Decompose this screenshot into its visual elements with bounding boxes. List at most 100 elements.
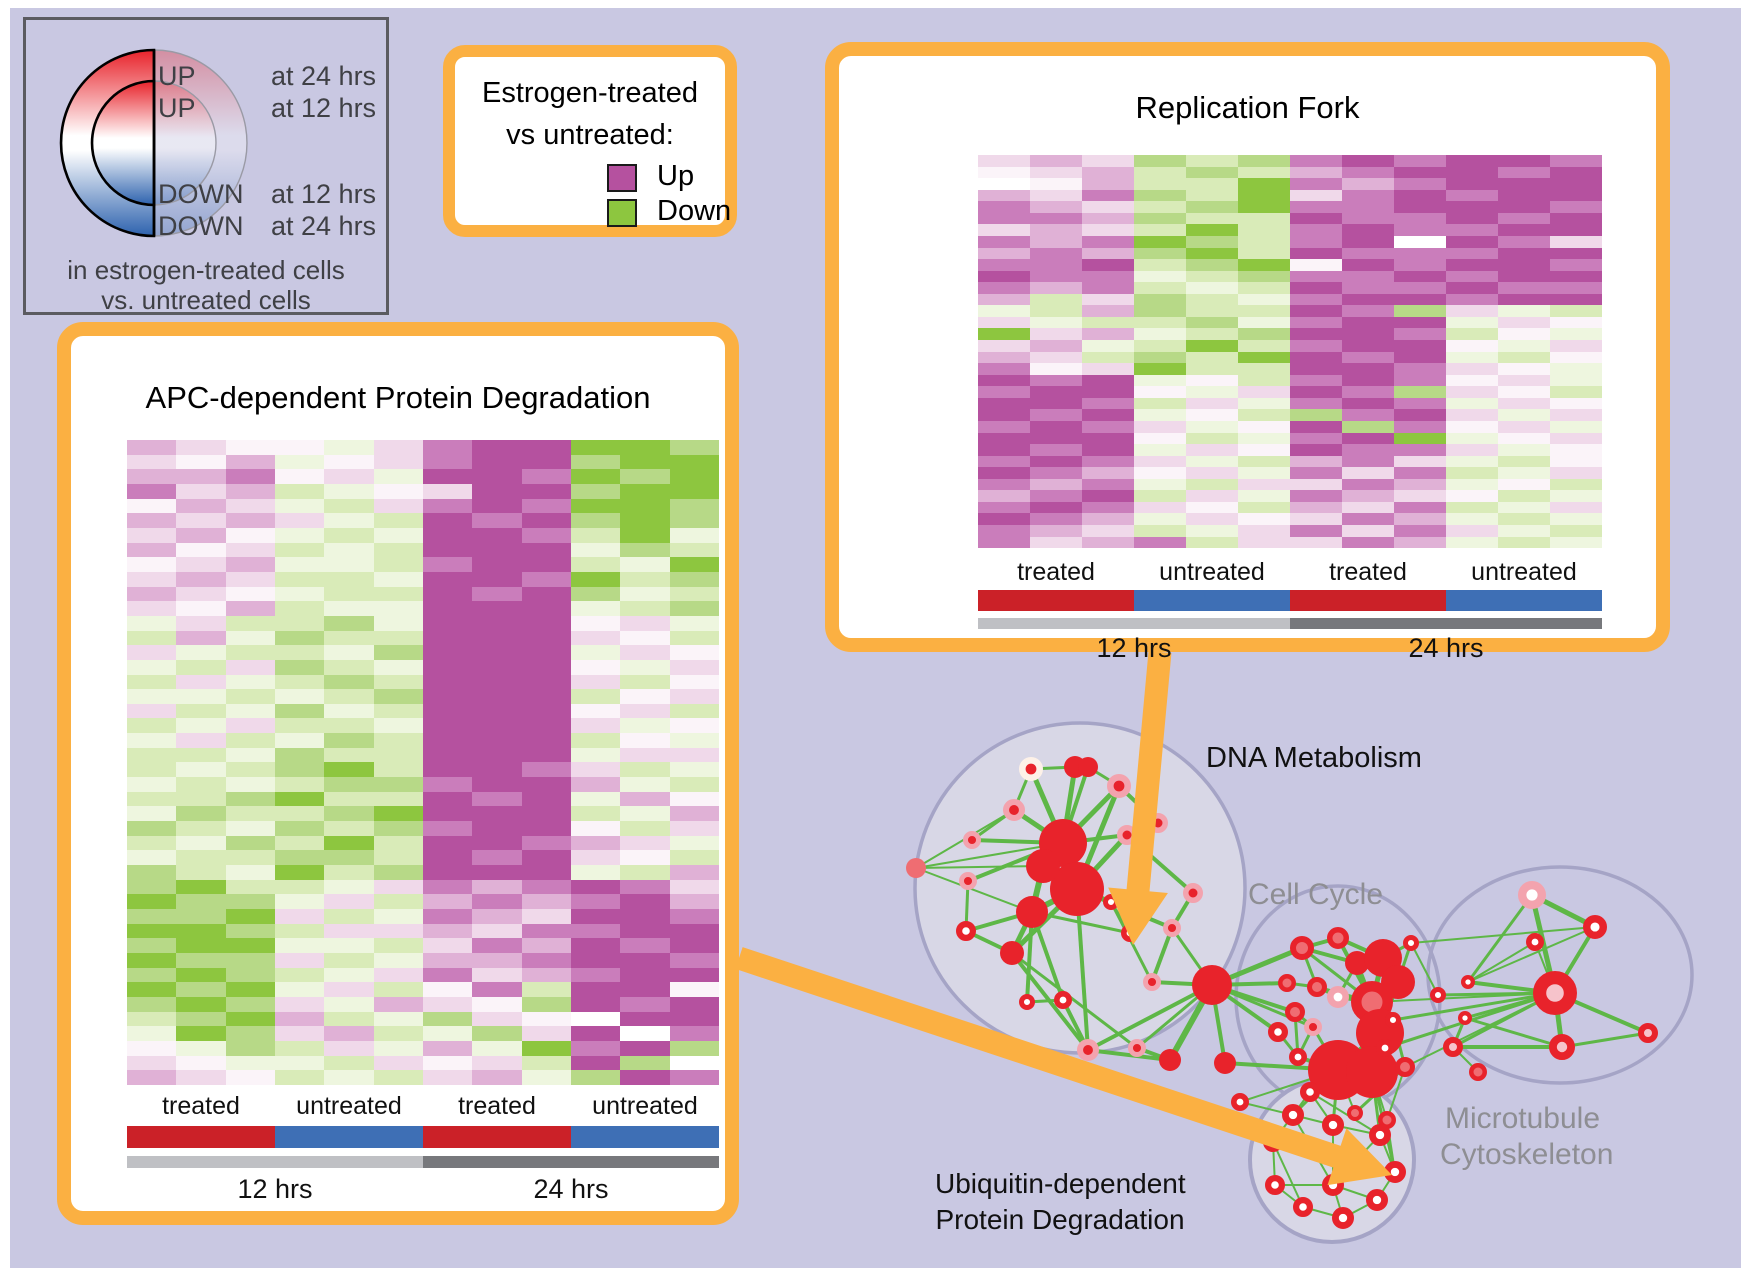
apc-bar-untreated-12	[275, 1126, 423, 1148]
heatmap-cell	[1134, 166, 1186, 179]
heatmap-row	[978, 490, 1602, 502]
heatmap-cell	[1238, 201, 1290, 213]
heatmap-cell	[521, 806, 571, 822]
heatmap-cell	[1238, 409, 1290, 421]
heatmap-cell	[1550, 247, 1602, 260]
heatmap-cell	[1498, 525, 1550, 537]
heatmap-row	[127, 513, 719, 528]
heatmap-cell	[127, 850, 177, 866]
heatmap-cell	[978, 409, 1030, 421]
heatmap-cell	[373, 777, 423, 792]
heatmap-cell	[1290, 328, 1342, 340]
heatmap-row	[127, 527, 719, 543]
heatmap-cell	[1082, 501, 1134, 514]
network-node	[1162, 918, 1181, 937]
heatmap-cell	[472, 703, 522, 719]
heatmap-cell	[1394, 420, 1446, 433]
heatmap-cell	[176, 542, 226, 558]
heatmap-cell	[1342, 247, 1394, 260]
heatmap-cell	[1238, 536, 1290, 549]
heatmap-cell	[978, 316, 1030, 329]
heatmap-cell	[521, 777, 571, 792]
heatmap-cell	[324, 762, 374, 778]
heatmap-cell	[274, 894, 325, 909]
heatmap-cell	[373, 454, 423, 470]
rf-bar-treated-12	[978, 590, 1134, 611]
heatmap-cell	[1290, 224, 1342, 236]
heatmap-cell	[127, 557, 177, 572]
heatmap-cell	[176, 1026, 226, 1041]
network-node	[1303, 1017, 1322, 1036]
heatmap-cell	[1238, 432, 1290, 445]
heatmap-cell	[373, 659, 423, 675]
heatmap-cell	[1030, 293, 1082, 306]
heatmap-cell	[274, 938, 325, 953]
heatmap-cell	[422, 1040, 473, 1056]
heatmap-cell	[978, 478, 1030, 491]
heatmap-row	[978, 247, 1602, 260]
heatmap-cell	[1134, 340, 1186, 352]
heatmap-cell	[1134, 305, 1186, 317]
heatmap-cell	[570, 806, 621, 822]
heatmap-cell	[1342, 455, 1394, 468]
heatmap-cell	[1550, 212, 1602, 225]
heatmap-cell	[669, 557, 719, 572]
heatmap-cell	[620, 967, 670, 983]
heatmap-cell	[1342, 212, 1394, 225]
heatmap-cell	[1342, 293, 1394, 306]
heatmap-cell	[1238, 178, 1290, 190]
heatmap-cell	[1030, 316, 1082, 329]
heatmap-cell	[669, 689, 719, 704]
heatmap-cell	[127, 835, 177, 851]
heatmap-cell	[422, 777, 473, 792]
network-node	[1231, 1093, 1250, 1112]
heatmap-cell	[1030, 340, 1082, 352]
network-node	[1018, 756, 1043, 781]
heatmap-cell	[1446, 282, 1498, 294]
heatmap-cell	[521, 879, 571, 895]
network-node	[1384, 1011, 1401, 1028]
heatmap-cell	[1030, 432, 1082, 445]
heatmap-cell	[225, 938, 275, 953]
heatmap-cell	[225, 615, 275, 631]
heatmap-cell	[620, 850, 670, 866]
heatmap-cell	[1238, 513, 1290, 525]
heatmap-cell	[669, 952, 719, 968]
network-node	[962, 830, 981, 849]
heatmap-cell	[1550, 340, 1602, 352]
heatmap-cell	[225, 483, 275, 499]
heatmap-cell	[1290, 374, 1342, 387]
heatmap-cell	[570, 996, 621, 1012]
heatmap-cell	[274, 542, 325, 558]
heatmap-cell	[570, 938, 621, 953]
heatmap-cell	[570, 982, 621, 997]
heatmap-cell	[472, 850, 522, 866]
heatmap-cell	[978, 351, 1030, 364]
network-node	[1107, 773, 1132, 798]
network-edge	[1150, 927, 1174, 983]
heatmap-cell	[422, 601, 473, 616]
heatmap-cell	[1446, 490, 1498, 502]
heatmap-cell	[225, 718, 275, 734]
heatmap-cell	[274, 571, 325, 587]
heatmap-cell	[127, 571, 177, 587]
network-node	[1016, 896, 1048, 928]
heatmap-cell	[570, 645, 621, 660]
heatmap-cell	[1134, 467, 1186, 479]
heatmap-cell	[274, 601, 325, 616]
heatmap-row	[127, 469, 719, 484]
heatmap-cell	[620, 703, 670, 719]
heatmap-cell	[669, 498, 719, 514]
heatmap-cell	[1238, 189, 1290, 202]
heatmap-cell	[978, 432, 1030, 445]
heatmap-cell	[1134, 351, 1186, 364]
heatmap-cell	[1030, 467, 1082, 479]
network-edge	[915, 842, 1064, 869]
network-node	[955, 920, 976, 941]
heatmap-cell	[1446, 478, 1498, 491]
heatmap-cell	[1238, 351, 1290, 364]
heatmap-cell	[669, 996, 719, 1012]
heatmap-cell	[521, 747, 571, 763]
heatmap-cell	[127, 586, 177, 602]
microtubule-label-line2: Cytoskeleton	[1440, 1138, 1614, 1171]
